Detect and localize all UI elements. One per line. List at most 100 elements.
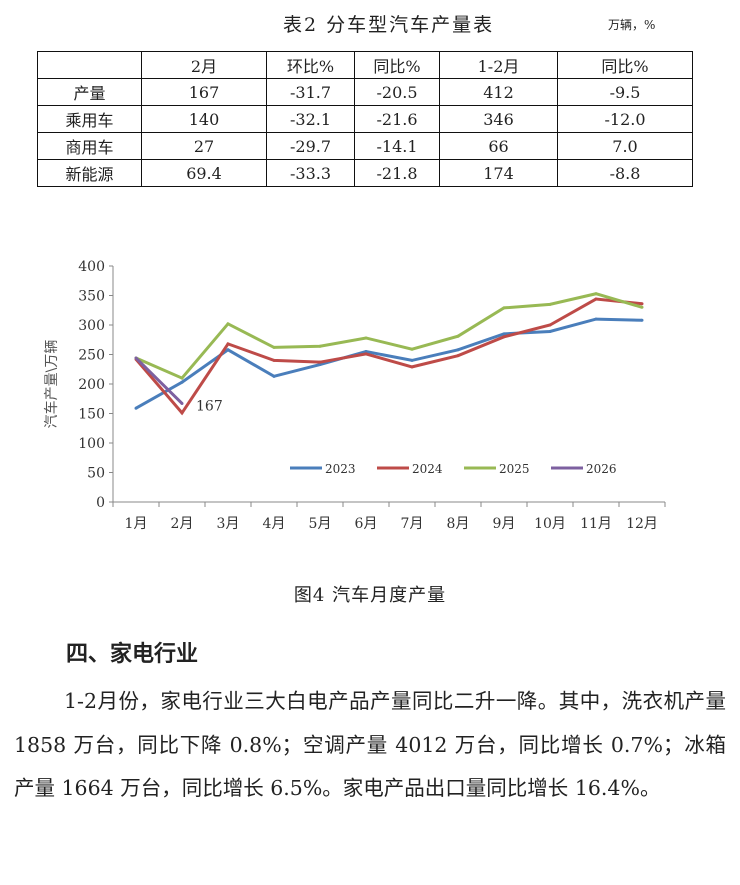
data-point-2024 [318, 360, 322, 364]
x-tick-label: 11月 [580, 516, 612, 532]
data-point-2025 [226, 322, 230, 326]
table-cell: 174 [439, 159, 558, 187]
table-cell: 新能源 [37, 159, 142, 187]
x-tick-label: 12月 [626, 516, 658, 532]
header-cell: 同比% [557, 51, 693, 79]
table-cell: -32.1 [266, 105, 355, 133]
table-cell: 346 [439, 105, 558, 133]
y-tick-label: 250 [78, 348, 105, 364]
x-tick-label: 8月 [447, 516, 470, 532]
data-point-2025 [640, 305, 644, 309]
data-point-2024 [180, 411, 184, 415]
series-line-2026 [134, 356, 184, 405]
table-cell: -12.0 [557, 105, 693, 133]
data-point-2023 [410, 358, 414, 362]
legend-label: 2024 [412, 462, 443, 476]
series-line-2024 [134, 297, 643, 416]
legend-label: 2025 [499, 462, 530, 476]
data-point-2023 [180, 380, 184, 384]
table-cell: 7.0 [557, 132, 693, 160]
legend-label: 2026 [586, 462, 617, 476]
table-cell: 167 [141, 78, 267, 106]
table-row: 乘用车 140 -32.1 -21.6 346 -12.0 [37, 105, 693, 133]
x-tick-label: 9月 [493, 516, 516, 532]
y-tick-label: 350 [78, 289, 105, 305]
header-cell [37, 51, 142, 79]
data-point-2026 [180, 401, 184, 405]
x-tick-label: 2月 [171, 516, 194, 532]
data-point-2025 [456, 334, 460, 338]
data-point-2024 [272, 358, 276, 362]
table-cell: -9.5 [557, 78, 693, 106]
data-point-2024 [410, 365, 414, 369]
table-cell: 乘用车 [37, 105, 142, 133]
data-point-2025 [318, 344, 322, 348]
data-point-2025 [272, 345, 276, 349]
x-tick-label: 5月 [309, 516, 332, 532]
data-point-2023 [456, 348, 460, 352]
table-cell: 27 [141, 132, 267, 160]
data-point-2024 [640, 302, 644, 306]
production-table: 2月 环比% 同比% 1-2月 同比% 产量 167 -31.7 -20.5 412 -9… [37, 51, 693, 187]
y-tick-label: 200 [78, 377, 105, 393]
data-point-2023 [134, 406, 138, 410]
table-cell: 412 [439, 78, 558, 106]
table-cell: -14.1 [354, 132, 440, 160]
table-cell: -31.7 [266, 78, 355, 106]
figure-caption: 图4 汽车月度产量 [293, 585, 447, 606]
data-point-2025 [502, 306, 506, 310]
legend-label: 2023 [325, 462, 356, 476]
table-cell: 69.4 [141, 159, 267, 187]
data-point-2023 [594, 317, 598, 321]
monthly-production-chart: 0 50 100 150 200 250 300 350 400 1月 2月 3月 4月 5月 6月 7月 8月… [43, 259, 666, 532]
y-tick-label: 150 [78, 407, 105, 423]
header-cell: 同比% [354, 51, 440, 79]
data-point-2023 [272, 374, 276, 378]
table-cell: -20.5 [354, 78, 440, 106]
header-cell: 2月 [141, 51, 267, 79]
data-point-2023 [364, 350, 368, 354]
data-point-2025 [410, 347, 414, 351]
table-cell: -21.8 [354, 159, 440, 187]
data-point-2024 [594, 297, 598, 301]
section-title: 四、家电行业 [66, 642, 199, 667]
x-tick-label: 4月 [263, 516, 286, 532]
data-point-2024 [502, 335, 506, 339]
header-cell: 环比% [266, 51, 355, 79]
data-point-2025 [364, 336, 368, 340]
table-title: 表2 分车型汽车产量表 [283, 14, 495, 36]
series-line-2025 [135, 292, 643, 380]
y-tick-label: 0 [96, 495, 105, 511]
header-cell: 1-2月 [439, 51, 558, 79]
data-point-2024 [456, 354, 460, 358]
x-tick-label: 10月 [534, 516, 566, 532]
table-cell: 产量 [37, 78, 142, 106]
x-tick-label: 1月 [125, 516, 148, 532]
y-axis-label: 汽车产量\万辆 [43, 340, 60, 429]
table-header-row: 2月 环比% 同比% 1-2月 同比% [37, 51, 693, 79]
data-point-2024 [364, 352, 368, 356]
x-tick-label: 7月 [401, 516, 424, 532]
table-cell: -8.8 [557, 159, 693, 187]
data-point-2023 [318, 363, 322, 367]
y-tick-label: 400 [78, 259, 105, 275]
table-cell: 66 [439, 132, 558, 160]
data-point-2024 [226, 342, 230, 346]
table-cell: -21.6 [354, 105, 440, 133]
data-point-2025 [548, 302, 552, 306]
y-tick-label: 100 [78, 436, 105, 452]
data-point-2024 [548, 323, 552, 327]
data-point-2025 [594, 292, 598, 296]
table-row: 新能源 69.4 -33.3 -21.8 174 -8.8 [37, 159, 693, 187]
data-point-2023 [502, 332, 506, 336]
data-point-2023 [548, 329, 552, 333]
data-point-2026 [134, 356, 138, 360]
data-point-2025 [180, 376, 184, 380]
body-paragraph: 1-2月份，家电行业三大白电产品产量同比二升一降。其中，洗衣机产量 1858 万… [14, 689, 726, 800]
y-tick-label: 300 [78, 318, 105, 334]
table-cell: -33.3 [266, 159, 355, 187]
data-point-2023 [226, 348, 230, 352]
data-label: 167 [196, 398, 223, 414]
series-line-2023 [135, 317, 643, 410]
y-tick-label: 50 [87, 466, 105, 482]
